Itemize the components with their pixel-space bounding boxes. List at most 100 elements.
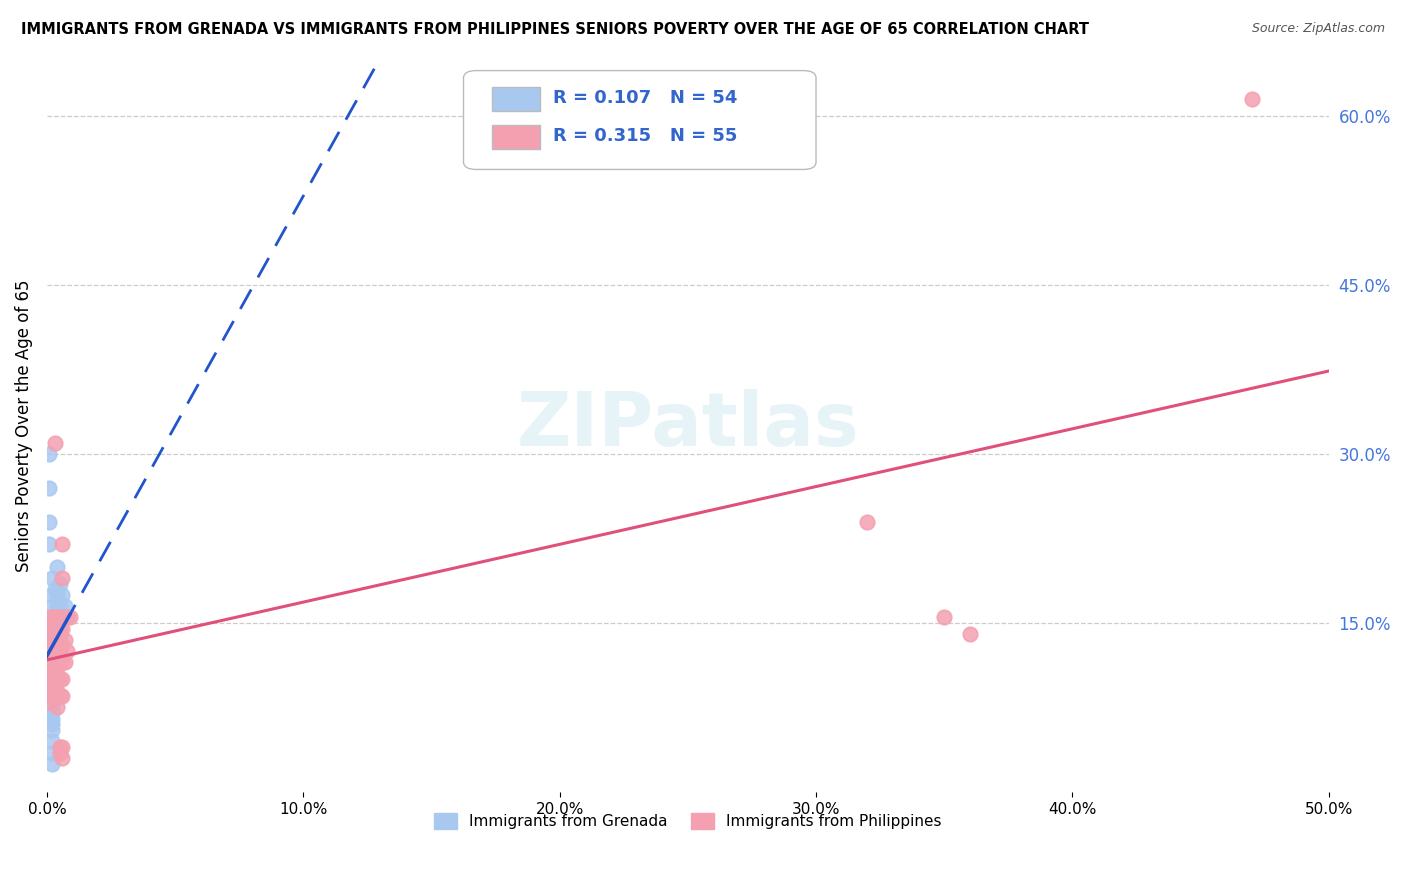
Point (41, 746, 63, 760)
Point (41, 683, 63, 698)
Point (41, 700, 63, 714)
Point (41, 678, 63, 692)
Point (44, 661, 66, 675)
Point (41, 644, 63, 658)
Point (38, 683, 60, 698)
Point (41, 649, 63, 664)
Point (38, 661, 60, 675)
Point (41, 695, 63, 709)
Point (41, 656, 63, 670)
Y-axis label: Seniors Poverty Over the Age of 65: Seniors Poverty Over the Age of 65 (15, 279, 32, 572)
Point (48, 622, 70, 636)
Point (46, 639, 69, 653)
Point (56, 610, 79, 624)
Point (46, 610, 69, 624)
Point (51, 639, 73, 653)
Point (44, 610, 66, 624)
Point (41, 610, 63, 624)
Point (38, 481, 60, 495)
Point (38, 695, 60, 709)
Point (38, 649, 60, 664)
Point (48, 689, 70, 703)
Point (41, 610, 63, 624)
Point (41, 673, 63, 687)
Point (46, 610, 69, 624)
Point (51, 571, 73, 585)
Point (44, 435, 66, 450)
Point (44, 666, 66, 681)
Point (46, 639, 69, 653)
Point (41, 656, 63, 670)
Point (46, 661, 69, 675)
Text: Source: ZipAtlas.com: Source: ZipAtlas.com (1251, 22, 1385, 36)
Point (53, 610, 76, 624)
Point (51, 656, 73, 670)
Point (41, 639, 63, 653)
Point (44, 622, 66, 636)
Text: R = 0.107   N = 54: R = 0.107 N = 54 (553, 89, 738, 107)
Text: R = 0.315   N = 55: R = 0.315 N = 55 (553, 128, 738, 145)
Point (959, 627, 981, 641)
Legend: Immigrants from Grenada, Immigrants from Philippines: Immigrants from Grenada, Immigrants from… (427, 807, 948, 836)
Point (38, 673, 60, 687)
Point (53, 632, 76, 647)
Point (44, 644, 66, 658)
Point (41, 712, 63, 726)
Point (38, 610, 60, 624)
Point (934, 610, 956, 624)
Point (46, 559, 69, 574)
Point (44, 639, 66, 653)
FancyBboxPatch shape (492, 87, 540, 111)
Point (44, 678, 66, 692)
Point (41, 717, 63, 731)
Point (46, 622, 69, 636)
Point (41, 571, 63, 585)
Text: ZIPatlas: ZIPatlas (516, 389, 859, 462)
Point (51, 673, 73, 687)
Point (38, 515, 60, 529)
Point (51, 689, 73, 703)
Point (51, 610, 73, 624)
Point (41, 678, 63, 692)
Point (38, 627, 60, 641)
Point (41, 734, 63, 748)
Point (41, 622, 63, 636)
Point (41, 723, 63, 737)
Point (44, 582, 66, 596)
Point (51, 537, 73, 551)
Point (44, 632, 66, 647)
Point (48, 576, 70, 591)
Point (46, 683, 69, 698)
Point (38, 639, 60, 653)
Point (41, 756, 63, 771)
Point (46, 700, 69, 714)
Point (41, 661, 63, 675)
Point (46, 599, 69, 613)
Point (51, 622, 73, 636)
FancyBboxPatch shape (464, 70, 815, 169)
Point (48, 739, 70, 754)
Point (38, 537, 60, 551)
Point (46, 656, 69, 670)
Point (41, 622, 63, 636)
Point (48, 649, 70, 664)
Point (56, 644, 79, 658)
FancyBboxPatch shape (492, 125, 540, 149)
Point (41, 588, 63, 602)
Point (53, 599, 76, 613)
Point (44, 689, 66, 703)
Point (44, 683, 66, 698)
Point (41, 689, 63, 703)
Point (48, 610, 70, 624)
Point (48, 627, 70, 641)
Point (41, 632, 63, 647)
Point (48, 673, 70, 687)
Point (48, 746, 70, 760)
Point (38, 447, 60, 461)
Point (51, 739, 73, 754)
Point (41, 632, 63, 647)
Point (44, 673, 66, 687)
Point (41, 689, 63, 703)
Point (41, 644, 63, 658)
Point (46, 673, 69, 687)
